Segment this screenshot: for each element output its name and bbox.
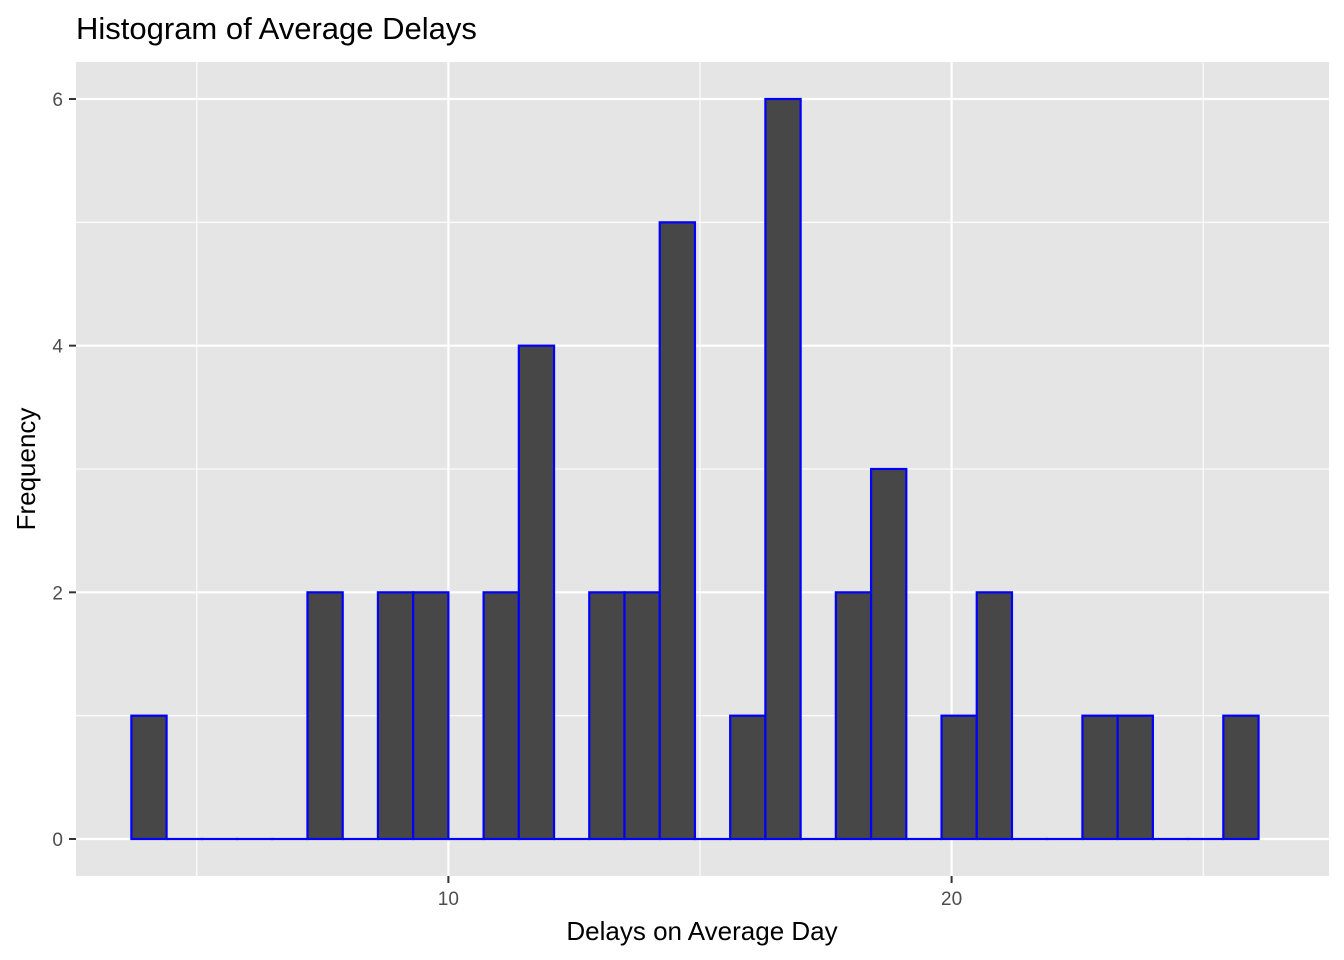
x-tick-label: 20 <box>941 889 962 910</box>
histogram-bar <box>940 714 978 841</box>
histogram-bar <box>1081 714 1119 841</box>
histogram-bar <box>412 591 450 841</box>
bars <box>130 97 1260 841</box>
histogram-bar <box>1116 714 1154 841</box>
histogram-bar <box>517 344 556 841</box>
x-axis-title: Delays on Average Day <box>566 916 837 946</box>
y-axis-title: Frequency <box>11 408 41 531</box>
histogram-bar <box>729 714 767 841</box>
histogram-bar <box>764 97 802 841</box>
y-tick-label: 4 <box>52 337 63 358</box>
histogram-bar <box>975 591 1014 841</box>
histogram-bar <box>482 591 520 841</box>
histogram-bar <box>658 221 697 841</box>
histogram-bar <box>623 591 661 841</box>
histogram-bar <box>376 591 415 841</box>
axes: 0 2 4 6 10 20 <box>52 90 962 910</box>
y-tick-label: 2 <box>52 583 63 604</box>
histogram-bar <box>869 467 908 841</box>
y-tick-label: 6 <box>52 90 63 111</box>
x-tick-label: 10 <box>438 889 459 910</box>
histogram-bar <box>130 714 168 841</box>
histogram-bar <box>1222 714 1260 841</box>
y-tick-label: 0 <box>52 830 63 851</box>
histogram-bar <box>306 591 344 841</box>
histogram-bar <box>588 591 626 841</box>
chart-title: Histogram of Average Delays <box>76 11 477 46</box>
histogram-bar <box>834 591 873 841</box>
